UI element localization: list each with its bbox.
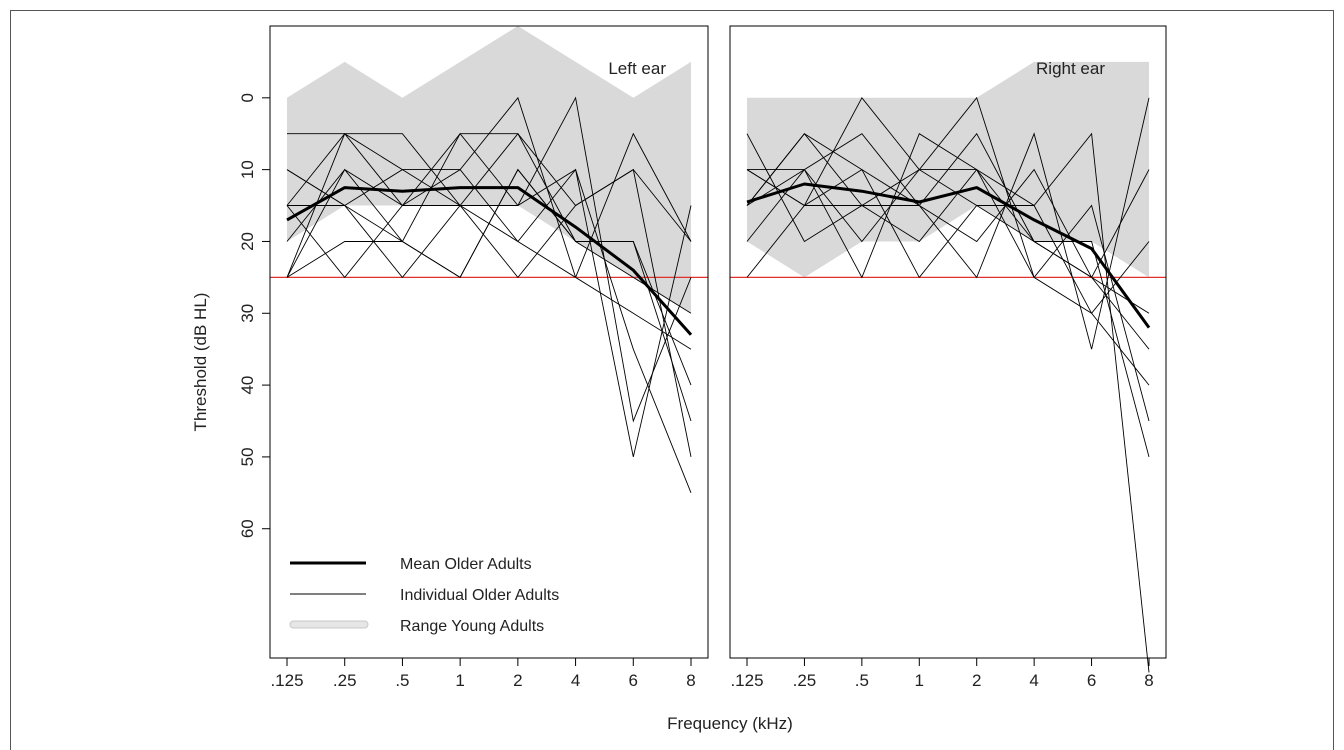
left-x-tick-label: 4 — [571, 671, 580, 690]
y-tick-label: 20 — [238, 232, 257, 251]
right-individual-line-6 — [746, 133, 1150, 279]
right-ear-title: Right ear — [1036, 59, 1105, 78]
left-ear-panel: Left ear .125 .25 .5 1 2 4 6 8 0 10 20 30 40 50 60 — [238, 25, 709, 690]
left-x-tick-label: 2 — [513, 671, 522, 690]
legend-range-swatch — [289, 620, 369, 629]
left-mean-line — [286, 186, 693, 336]
right-x-tick-label: .5 — [855, 671, 869, 690]
y-tick-label: 10 — [238, 160, 257, 179]
left-panel-border — [269, 25, 709, 659]
y-tick-label: 0 — [238, 93, 257, 102]
y-axis-label: Threshold (dB HL) — [191, 293, 210, 432]
y-tick-label: 30 — [238, 304, 257, 323]
right-mean-line — [746, 182, 1151, 329]
y-tick-label: 50 — [238, 447, 257, 466]
right-panel-border — [729, 25, 1167, 659]
right-individual-line-8 — [746, 168, 1150, 350]
right-individual-line-7 — [746, 132, 1150, 458]
right-x-tick-label: 2 — [972, 671, 981, 690]
right-x-tick-label: .125 — [730, 671, 763, 690]
right-x-tick-label: 1 — [915, 671, 924, 690]
left-x-tick-label: 1 — [455, 671, 464, 690]
left-individual-line-8 — [286, 132, 692, 279]
legend: Mean Older Adults Individual Older Adult… — [289, 556, 559, 635]
right-ear-panel: Right ear .125 .25 .5 1 2 4 6 8 — [729, 25, 1167, 690]
right-x-tick-label: 4 — [1029, 671, 1038, 690]
legend-individual-label: Individual Older Adults — [400, 587, 559, 604]
right-individual-line-5 — [747, 169, 1150, 422]
right-individual-line-9 — [746, 133, 1150, 386]
y-tick-label: 40 — [238, 376, 257, 395]
right-x-tick-label: .25 — [793, 671, 817, 690]
legend-range-label: Range Young Adults — [400, 618, 544, 635]
left-x-tick-label: .125 — [270, 671, 303, 690]
left-individual-line-9 — [286, 168, 692, 457]
left-x-tick-label: .5 — [395, 671, 409, 690]
left-individual-line-10 — [286, 168, 692, 386]
left-x-tick-label: 6 — [629, 671, 638, 690]
left-individual-line-4 — [286, 96, 692, 350]
left-x-tick-label: .25 — [333, 671, 357, 690]
right-individual-line-4 — [746, 97, 1150, 350]
left-x-tick-label: 8 — [686, 671, 695, 690]
left-ear-title: Left ear — [608, 59, 666, 78]
x-axis-label: Frequency (kHz) — [667, 714, 793, 733]
right-x-tick-label: 8 — [1144, 671, 1153, 690]
legend-mean-label: Mean Older Adults — [400, 556, 532, 573]
y-tick-label: 60 — [238, 519, 257, 538]
left-individual-line-7 — [287, 132, 692, 493]
right-x-tick-label: 6 — [1087, 671, 1096, 690]
